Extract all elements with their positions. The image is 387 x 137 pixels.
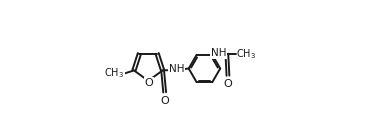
Text: O: O <box>224 79 232 89</box>
Text: CH$_3$: CH$_3$ <box>104 66 124 80</box>
Text: NH: NH <box>169 64 184 74</box>
Text: NH: NH <box>211 48 227 58</box>
Text: CH$_3$: CH$_3$ <box>236 47 257 61</box>
Text: O: O <box>145 78 153 88</box>
Text: O: O <box>160 96 169 106</box>
